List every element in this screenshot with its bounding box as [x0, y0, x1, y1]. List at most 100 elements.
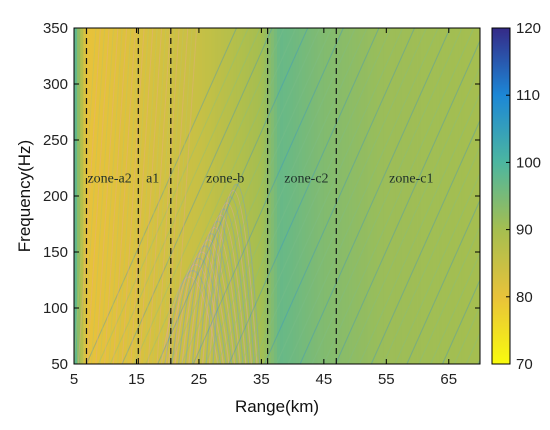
heat-column — [173, 28, 178, 364]
striation — [394, 172, 480, 364]
striation — [188, 226, 241, 364]
heat-column — [236, 28, 240, 364]
striation — [85, 28, 238, 364]
striation — [228, 28, 380, 364]
heat-column — [376, 28, 381, 364]
heat-column — [436, 28, 440, 364]
heat-column — [230, 28, 234, 364]
striation — [133, 28, 285, 364]
heat-column — [142, 28, 147, 364]
heat-column — [273, 28, 278, 364]
heat-column — [336, 28, 340, 364]
x-tick-label: 65 — [440, 371, 457, 388]
striation — [160, 28, 184, 364]
heat-column — [380, 28, 384, 364]
heat-column — [433, 28, 437, 364]
heat-column — [370, 28, 375, 364]
heat-column — [155, 28, 159, 364]
heat-column — [408, 28, 412, 364]
heat-column — [111, 28, 115, 364]
striation — [311, 28, 463, 364]
heat-column — [289, 28, 294, 364]
heat-column — [308, 28, 312, 364]
heat-column — [339, 28, 343, 364]
zone-labels: zone-a2 a1 zone-b zone-c2 zone-c1 — [87, 172, 433, 187]
striation — [240, 28, 392, 364]
heat-column — [233, 28, 237, 364]
zone-label: zone-c1 — [389, 172, 433, 187]
heat-column — [395, 28, 400, 364]
heat-column — [98, 28, 103, 364]
heat-column — [202, 28, 206, 364]
striation — [121, 28, 273, 364]
striation — [169, 28, 321, 364]
heat-column — [183, 28, 187, 364]
heat-column — [133, 28, 137, 364]
heat-column — [280, 28, 284, 364]
heat-column — [348, 28, 353, 364]
colorbar-tick-label: 70 — [516, 356, 533, 373]
colorbar — [491, 27, 511, 365]
heat-column — [245, 28, 250, 364]
striation — [112, 28, 136, 364]
heat-column — [442, 28, 447, 364]
x-axis-title: Range(km) — [235, 397, 319, 416]
heat-column — [139, 28, 144, 364]
y-axis-ticks: 50 100 150 200 250 300 350 — [43, 20, 480, 373]
heat-column — [136, 28, 140, 364]
heat-column — [364, 28, 368, 364]
striation — [191, 220, 244, 364]
heat-column — [326, 28, 331, 364]
heat-column — [89, 28, 94, 364]
striation — [335, 39, 480, 364]
heat-column — [317, 28, 322, 364]
heat-column — [361, 28, 365, 364]
heat-column — [248, 28, 253, 364]
heatmap-field — [74, 28, 480, 364]
heat-column — [270, 28, 275, 364]
heat-column — [277, 28, 281, 364]
striation — [382, 145, 480, 364]
heat-column — [458, 28, 462, 364]
heat-column — [267, 28, 272, 364]
striation — [263, 28, 416, 364]
colorbar-tick-label: 90 — [516, 222, 533, 239]
heat-column — [292, 28, 297, 364]
heat-column — [411, 28, 415, 364]
heat-column — [298, 28, 303, 364]
y-tick-label: 300 — [43, 76, 68, 93]
heat-column — [423, 28, 428, 364]
striation — [108, 28, 132, 364]
striation — [477, 358, 480, 364]
striation — [139, 28, 163, 364]
heat-column — [86, 28, 91, 364]
zone-boundaries — [85, 28, 337, 364]
y-tick-label: 350 — [43, 20, 68, 37]
heat-column — [417, 28, 422, 364]
heat-column — [208, 28, 212, 364]
y-tick-label: 50 — [51, 356, 68, 373]
heat-column — [167, 28, 172, 364]
heat-column — [286, 28, 290, 364]
heat-column — [445, 28, 450, 364]
x-tick-label: 25 — [191, 371, 208, 388]
heat-column — [130, 28, 134, 364]
y-tick-label: 150 — [43, 244, 68, 261]
heat-column — [389, 28, 393, 364]
striation — [299, 28, 451, 364]
heat-column — [392, 28, 397, 364]
x-tick-label: 55 — [378, 371, 395, 388]
heat-column — [186, 28, 190, 364]
heat-column — [470, 28, 475, 364]
colorbar-tick-label: 80 — [516, 289, 533, 306]
y-tick-label: 250 — [43, 132, 68, 149]
heat-column — [148, 28, 153, 364]
heat-column — [386, 28, 390, 364]
heat-column — [401, 28, 406, 364]
striation — [126, 28, 149, 364]
striation — [184, 233, 238, 364]
heat-column — [145, 28, 150, 364]
striation — [323, 28, 475, 364]
striation — [430, 252, 480, 364]
heat-column — [464, 28, 468, 364]
